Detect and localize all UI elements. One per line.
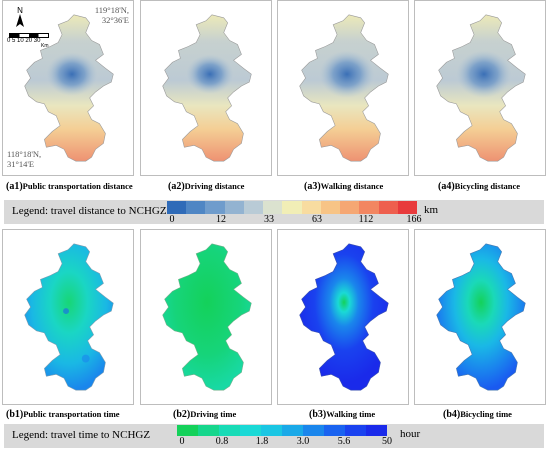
distance-ramp-swatch: [378, 201, 398, 214]
time-color-ramp: [177, 425, 387, 436]
caption-tag: (a3): [304, 181, 321, 192]
distance-ramp-swatch: [243, 201, 264, 214]
distance-ramp-swatch: [224, 201, 244, 214]
north-arrow-icon: N: [13, 5, 27, 29]
caption-a3: (a3)Walking distance: [304, 181, 383, 192]
distance-unit: km: [424, 204, 439, 216]
distance-ramp-swatch: [359, 201, 379, 214]
distance-legend-title: Legend: travel distance to NCHGZ: [12, 205, 167, 217]
scale-tick: 0: [7, 38, 11, 44]
caption-a1: (a1)Public transportation distance: [6, 181, 133, 192]
caption-text: Public transportation time: [23, 409, 120, 419]
caption-text: Public transportation distance: [22, 181, 133, 191]
time-tick: 0.8: [215, 436, 229, 447]
map-public-transportation-distance: N 0 5 10 20 30 Km 119°18'N, 32°36'E 118°…: [2, 0, 134, 176]
time-tick: 0: [179, 436, 185, 447]
coord-sw-line1: 118°18'N,: [7, 149, 42, 159]
coord-ne-line2: 32°36'E: [101, 15, 129, 25]
coord-sw-line2: 31°14'E: [7, 159, 35, 169]
caption-tag: (b3): [309, 409, 327, 420]
map-bicycling-time: [414, 229, 546, 405]
map-driving-distance: [140, 0, 272, 176]
distance-legend: Legend: travel distance to NCHGZ 0 12 33…: [4, 200, 544, 225]
distance-ramp-swatch: [301, 201, 321, 214]
map-walking-distance: [277, 0, 409, 176]
distance-ramp-swatch: [186, 201, 206, 214]
caption-tag: (a2): [168, 181, 185, 192]
time-ramp-swatch: [219, 425, 240, 436]
distance-tick: 112: [358, 214, 374, 225]
scale-bar: 0 5 10 20 30 Km: [7, 33, 57, 49]
scale-tick: 30: [33, 38, 41, 44]
coord-ne: 119°18'N, 32°36'E: [95, 5, 129, 25]
distance-tick: 0: [169, 214, 175, 225]
time-ramp-swatch: [282, 425, 303, 436]
distance-ramp-swatch: [340, 201, 360, 214]
scale-unit: Km: [41, 43, 49, 49]
time-ramp-swatch: [324, 425, 345, 436]
north-label: N: [17, 6, 23, 15]
caption-tag: (b2): [173, 409, 191, 420]
caption-tag: (a4): [438, 181, 455, 192]
distance-ramp-swatch: [282, 201, 302, 214]
caption-b1: (b1)Public transportation time: [6, 409, 120, 420]
distance-ramp-swatch: [167, 201, 187, 214]
caption-tag: (b1): [6, 409, 24, 420]
time-tick: 50: [382, 436, 392, 447]
distance-tick: 166: [406, 214, 422, 225]
caption-text: Walking distance: [320, 181, 384, 191]
time-ramp-swatch: [303, 425, 324, 436]
distance-tick: 33: [264, 214, 274, 225]
time-tick: 5.6: [337, 436, 351, 447]
distance-tick: 12: [216, 214, 226, 225]
time-ramp-swatch: [240, 425, 261, 436]
distance-ramp-swatch: [263, 201, 283, 214]
time-tick: 1.8: [255, 436, 269, 447]
coord-ne-line1: 119°18'N,: [94, 5, 129, 15]
time-legend: Legend: travel time to NCHGZ 0 0.8 1.8 3…: [4, 424, 544, 448]
time-ramp-swatch: [198, 425, 219, 436]
map-driving-time: [140, 229, 272, 405]
map-bicycling-distance: [414, 0, 546, 176]
distance-tick: 63: [312, 214, 322, 225]
caption-b2: (b2)Driving time: [173, 409, 236, 420]
caption-a2: (a2)Driving distance: [168, 181, 244, 192]
scale-ticks: 0 5 10 20 30: [7, 38, 40, 44]
time-unit: hour: [400, 428, 421, 440]
time-tick: 3.0: [296, 436, 310, 447]
caption-b3: (b3)Walking time: [309, 409, 375, 420]
map-walking-time: [277, 229, 409, 405]
map-public-transportation-time: [2, 229, 134, 405]
distance-ramp-swatch: [205, 201, 225, 214]
caption-text: Driving distance: [184, 181, 245, 191]
caption-a4: (a4)Bicycling distance: [438, 181, 520, 192]
distance-color-ramp: [167, 201, 418, 214]
time-ramp-swatch: [261, 425, 282, 436]
caption-text: Bicycling time: [460, 409, 512, 419]
time-ramp-swatch: [177, 425, 198, 436]
time-ramp-swatch: [345, 425, 366, 436]
caption-b4: (b4)Bicycling time: [443, 409, 512, 420]
scale-tick: 10: [17, 38, 24, 44]
time-ramp-swatch: [366, 425, 387, 436]
caption-text: Walking time: [326, 409, 376, 419]
distance-ramp-swatch: [397, 201, 418, 214]
coord-sw: 118°18'N, 31°14'E: [7, 149, 41, 169]
scale-tick: 5: [12, 38, 16, 44]
time-legend-title: Legend: travel time to NCHGZ: [12, 429, 151, 441]
scale-tick: 20: [25, 38, 33, 44]
caption-tag: (b4): [443, 409, 461, 420]
caption-text: Bicycling distance: [454, 181, 521, 191]
caption-text: Driving time: [190, 409, 237, 419]
distance-ramp-swatch: [320, 201, 341, 214]
caption-tag: (a1): [6, 181, 23, 192]
